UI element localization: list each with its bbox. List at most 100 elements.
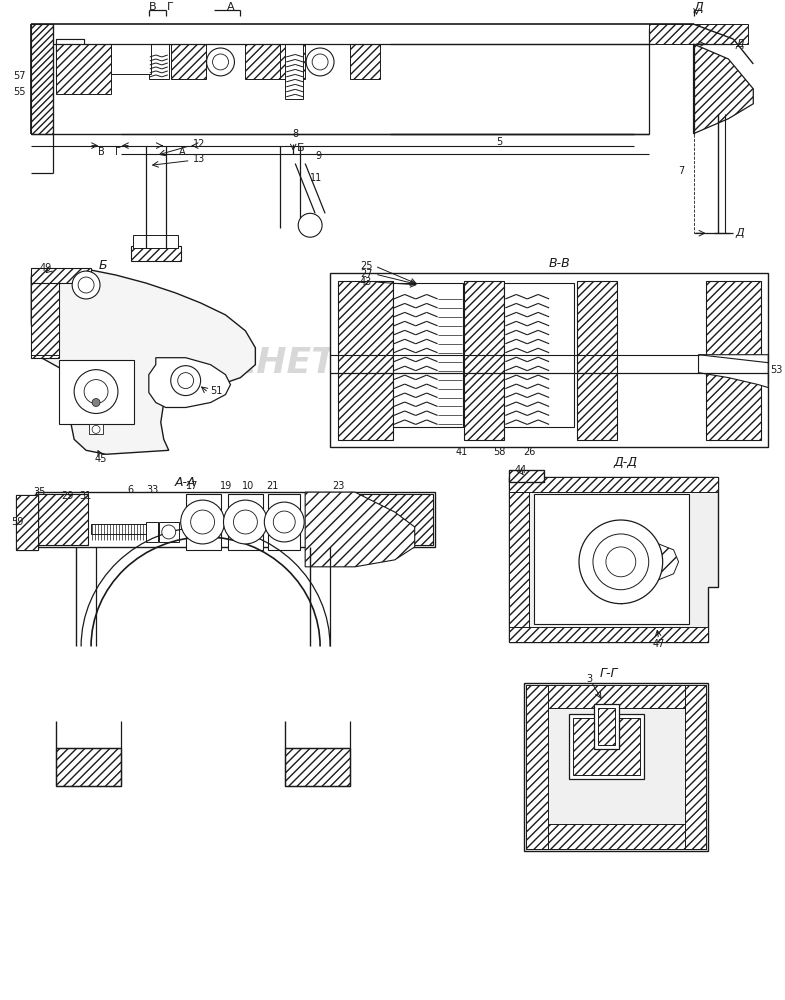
Bar	[526, 685, 548, 849]
Bar	[146, 522, 158, 542]
Text: 27: 27	[360, 269, 372, 279]
Text: Б: Б	[298, 143, 305, 153]
Text: 31: 31	[79, 491, 91, 501]
Text: Д: Д	[736, 228, 744, 238]
Bar	[57, 39, 84, 79]
Text: 58: 58	[493, 447, 506, 457]
Text: 41: 41	[455, 447, 468, 457]
Text: 59: 59	[12, 517, 24, 527]
Bar	[577, 281, 617, 440]
Bar	[526, 685, 706, 708]
Text: 12: 12	[192, 139, 205, 149]
Circle shape	[181, 500, 225, 544]
Bar	[57, 748, 121, 786]
Text: 29: 29	[61, 491, 74, 501]
Bar	[186, 494, 221, 550]
Text: 45: 45	[95, 454, 108, 464]
Circle shape	[233, 510, 257, 534]
Bar	[509, 627, 709, 642]
Bar	[196, 528, 209, 536]
Bar	[38, 494, 88, 545]
Bar	[36, 492, 435, 547]
Text: Д-Д: Д-Д	[614, 456, 638, 469]
Bar	[350, 44, 380, 79]
Circle shape	[213, 54, 228, 70]
Bar	[57, 44, 111, 94]
Text: 9: 9	[315, 151, 321, 161]
Bar	[228, 494, 263, 550]
Polygon shape	[149, 358, 231, 407]
Text: В: В	[149, 2, 157, 12]
Text: 35: 35	[33, 487, 46, 497]
Bar	[170, 44, 206, 79]
Text: 53: 53	[770, 365, 783, 375]
Circle shape	[206, 48, 235, 76]
Circle shape	[72, 271, 100, 299]
Polygon shape	[693, 44, 754, 134]
Bar	[569, 714, 644, 779]
Polygon shape	[305, 492, 414, 567]
Circle shape	[224, 500, 268, 544]
Text: А: А	[179, 147, 186, 157]
Text: 10: 10	[243, 481, 254, 491]
Circle shape	[579, 520, 663, 604]
Text: 26: 26	[523, 447, 535, 457]
Text: 47: 47	[652, 639, 665, 649]
Circle shape	[265, 502, 304, 542]
Polygon shape	[699, 355, 769, 388]
Bar	[57, 748, 121, 786]
Text: 44: 44	[514, 465, 527, 475]
Bar	[573, 718, 640, 775]
Polygon shape	[509, 477, 718, 642]
Bar	[246, 44, 280, 79]
Bar	[16, 495, 38, 550]
Bar	[598, 708, 615, 745]
Text: 43: 43	[360, 277, 372, 287]
Text: Г: Г	[115, 147, 121, 157]
Polygon shape	[31, 270, 255, 454]
Circle shape	[593, 534, 648, 590]
Text: 57: 57	[13, 71, 25, 81]
Circle shape	[298, 213, 322, 237]
Text: 8: 8	[292, 129, 298, 139]
Text: 33: 33	[147, 485, 159, 495]
Text: 13: 13	[192, 154, 205, 164]
Bar	[706, 281, 761, 440]
Bar	[133, 235, 177, 248]
Text: 25: 25	[360, 261, 372, 271]
Circle shape	[78, 277, 94, 293]
Circle shape	[177, 373, 194, 389]
Bar	[31, 24, 53, 134]
Bar	[285, 748, 350, 786]
Bar	[239, 528, 251, 536]
Text: Б: Б	[99, 259, 108, 272]
Circle shape	[312, 54, 328, 70]
Bar	[509, 470, 544, 482]
Bar	[149, 44, 169, 79]
Bar	[535, 494, 688, 624]
Circle shape	[74, 370, 118, 413]
Bar	[509, 492, 529, 627]
Bar	[31, 275, 59, 355]
Circle shape	[92, 399, 100, 406]
Text: 11: 11	[310, 173, 323, 183]
Text: В-В: В-В	[548, 257, 570, 270]
Bar	[268, 494, 300, 550]
Text: В: В	[97, 147, 104, 157]
Circle shape	[170, 366, 201, 396]
Bar	[91, 524, 146, 534]
Text: Д: Д	[694, 1, 703, 14]
Text: Г: Г	[167, 2, 174, 12]
Text: 5: 5	[496, 137, 502, 147]
Polygon shape	[639, 542, 678, 582]
Bar	[159, 522, 179, 542]
Bar	[524, 683, 709, 851]
Bar	[111, 44, 151, 74]
Circle shape	[606, 547, 636, 577]
Circle shape	[273, 511, 295, 533]
Bar	[31, 273, 59, 358]
Bar	[594, 704, 619, 749]
Bar	[509, 470, 544, 482]
Text: 6: 6	[128, 485, 134, 495]
Circle shape	[84, 380, 108, 404]
